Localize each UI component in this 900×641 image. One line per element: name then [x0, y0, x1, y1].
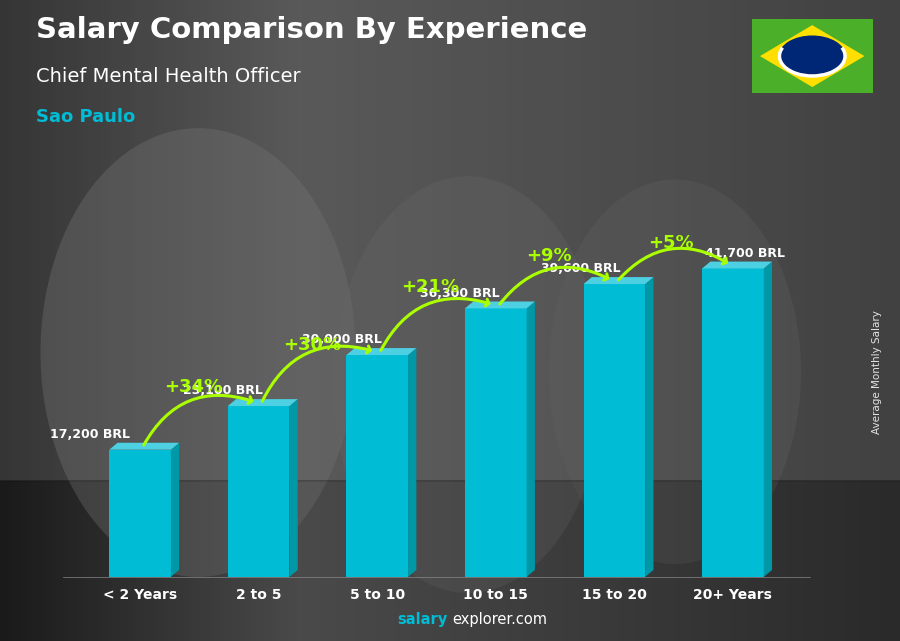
Text: +34%: +34%: [165, 378, 222, 396]
Text: +9%: +9%: [526, 247, 572, 265]
Polygon shape: [465, 308, 526, 577]
Polygon shape: [583, 277, 653, 284]
Text: 30,000 BRL: 30,000 BRL: [302, 333, 382, 346]
Polygon shape: [171, 443, 179, 577]
Text: explorer.com: explorer.com: [453, 612, 548, 627]
Polygon shape: [408, 348, 417, 577]
Text: 36,300 BRL: 36,300 BRL: [420, 287, 500, 299]
Text: 23,100 BRL: 23,100 BRL: [183, 384, 263, 397]
Ellipse shape: [40, 128, 356, 577]
Polygon shape: [346, 348, 417, 355]
Polygon shape: [228, 406, 290, 577]
Ellipse shape: [549, 179, 801, 564]
Polygon shape: [702, 269, 764, 577]
Polygon shape: [702, 262, 772, 269]
Text: 41,700 BRL: 41,700 BRL: [705, 247, 785, 260]
Polygon shape: [583, 284, 645, 577]
Text: +30%: +30%: [283, 337, 341, 354]
Ellipse shape: [333, 176, 603, 593]
Polygon shape: [465, 301, 535, 308]
Polygon shape: [346, 355, 408, 577]
Text: Chief Mental Health Officer: Chief Mental Health Officer: [36, 67, 301, 87]
Text: 17,200 BRL: 17,200 BRL: [50, 428, 130, 441]
Text: +5%: +5%: [649, 234, 694, 252]
Circle shape: [779, 36, 845, 76]
FancyBboxPatch shape: [0, 0, 900, 481]
Polygon shape: [109, 450, 171, 577]
Polygon shape: [290, 399, 298, 577]
Text: Salary Comparison By Experience: Salary Comparison By Experience: [36, 16, 587, 44]
Text: 39,600 BRL: 39,600 BRL: [541, 262, 621, 275]
Text: +21%: +21%: [401, 278, 460, 296]
Text: salary: salary: [397, 612, 447, 627]
Polygon shape: [645, 277, 653, 577]
Polygon shape: [228, 399, 298, 406]
Polygon shape: [760, 25, 865, 87]
Text: Average Monthly Salary: Average Monthly Salary: [872, 310, 883, 434]
Text: Sao Paulo: Sao Paulo: [36, 108, 135, 126]
Polygon shape: [764, 262, 772, 577]
Polygon shape: [526, 301, 535, 577]
Polygon shape: [109, 443, 179, 450]
